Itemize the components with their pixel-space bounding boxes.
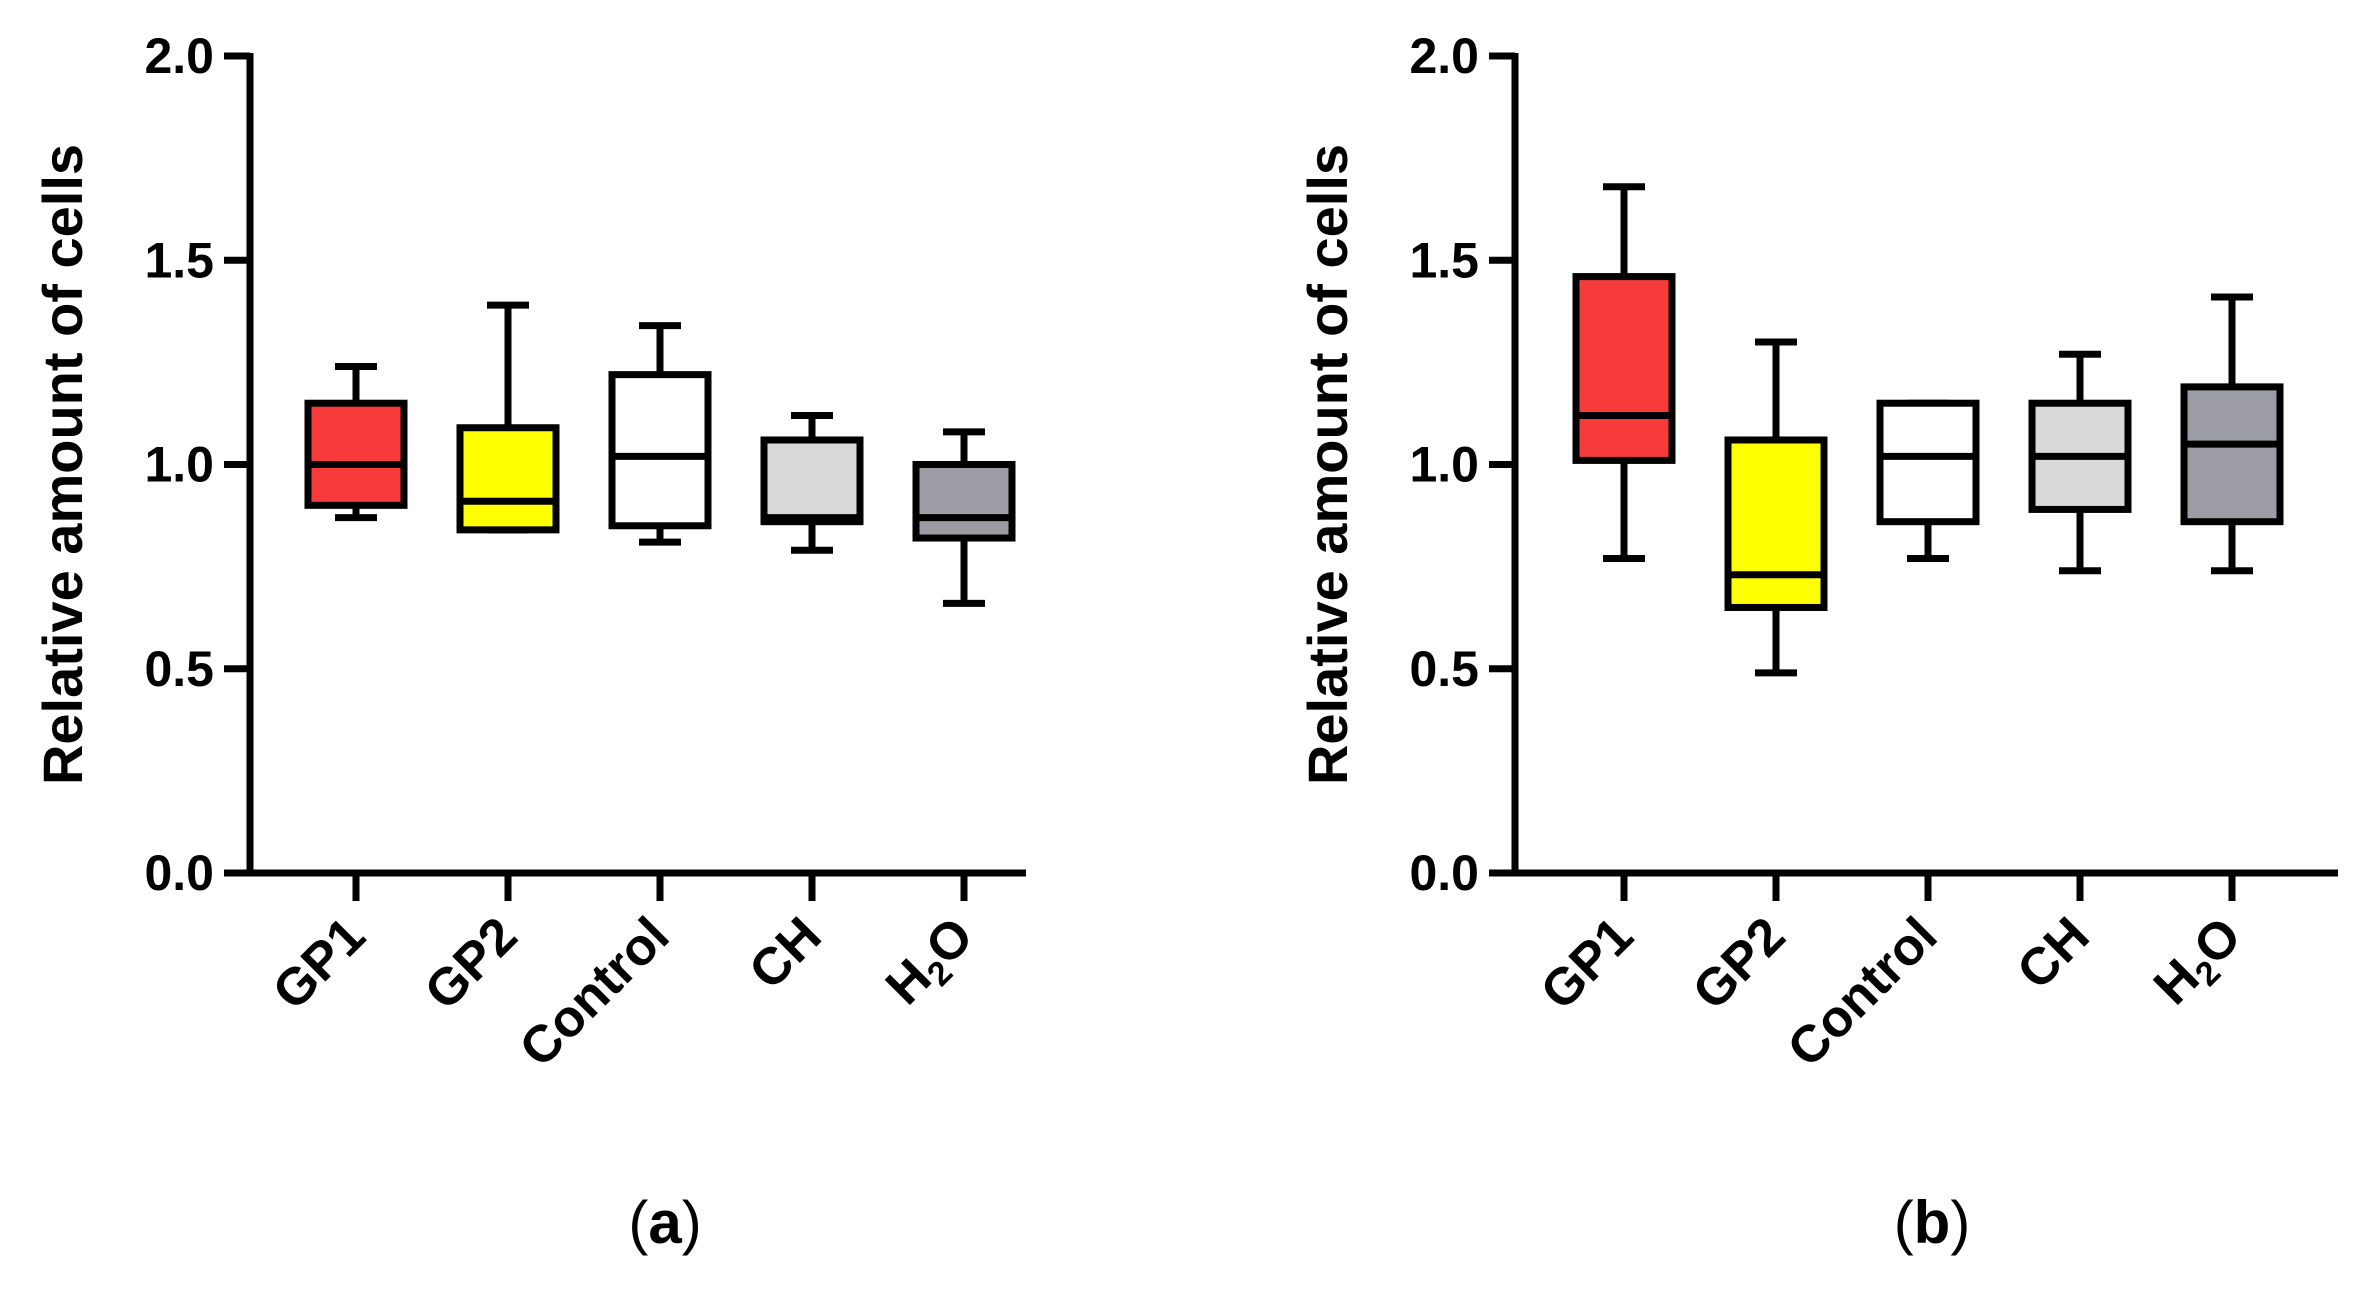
x-category-label: H2O bbox=[875, 906, 989, 1020]
y-tick-label: 0.0 bbox=[144, 845, 214, 901]
box-gp2 bbox=[1724, 436, 1828, 611]
x-category-label: GP1 bbox=[1530, 906, 1645, 1021]
y-tick-label: 2.0 bbox=[144, 28, 214, 84]
box-gp2 bbox=[456, 424, 560, 534]
y-tick-label: 0.0 bbox=[1409, 845, 1479, 901]
box-control bbox=[608, 371, 712, 530]
y-tick-label: 2.0 bbox=[1409, 28, 1479, 84]
y-axis-title: Relative amount of cells bbox=[31, 144, 94, 785]
box-gp1 bbox=[304, 399, 408, 509]
x-category-label: H2O bbox=[2143, 906, 2257, 1020]
x-category-label: GP2 bbox=[414, 906, 529, 1021]
y-tick-label: 1.5 bbox=[144, 232, 214, 288]
box-h2o bbox=[2180, 383, 2284, 526]
x-category-label: CH bbox=[738, 906, 832, 1000]
box-h2o bbox=[912, 461, 1016, 542]
x-category-label: GP1 bbox=[262, 906, 377, 1021]
panel-label: (a) bbox=[628, 1189, 701, 1256]
x-category-label: CH bbox=[2006, 906, 2100, 1000]
y-axis-title: Relative amount of cells bbox=[1296, 144, 1359, 785]
box-control bbox=[1876, 399, 1980, 526]
panel-a-chart: 0.0 0.5 1.0 1.5 2.0 Relative amount of cells G… bbox=[31, 28, 1026, 1256]
panel-b-chart: 0.0 0.5 1.0 1.5 2.0 Relative amount of cells G… bbox=[1296, 28, 2338, 1256]
y-tick-label: 0.5 bbox=[1409, 641, 1479, 697]
x-category-label: Control bbox=[509, 906, 681, 1078]
box-ch bbox=[760, 436, 864, 526]
y-tick-label: 0.5 bbox=[144, 641, 214, 697]
y-tick-label: 1.0 bbox=[144, 437, 214, 493]
x-category-label: Control bbox=[1777, 906, 1949, 1078]
box-gp1 bbox=[1572, 273, 1676, 464]
y-tick-label: 1.0 bbox=[1409, 437, 1479, 493]
x-category-label: GP2 bbox=[1682, 906, 1797, 1021]
panel-label: (b) bbox=[1894, 1189, 1971, 1256]
y-tick-label: 1.5 bbox=[1409, 232, 1479, 288]
